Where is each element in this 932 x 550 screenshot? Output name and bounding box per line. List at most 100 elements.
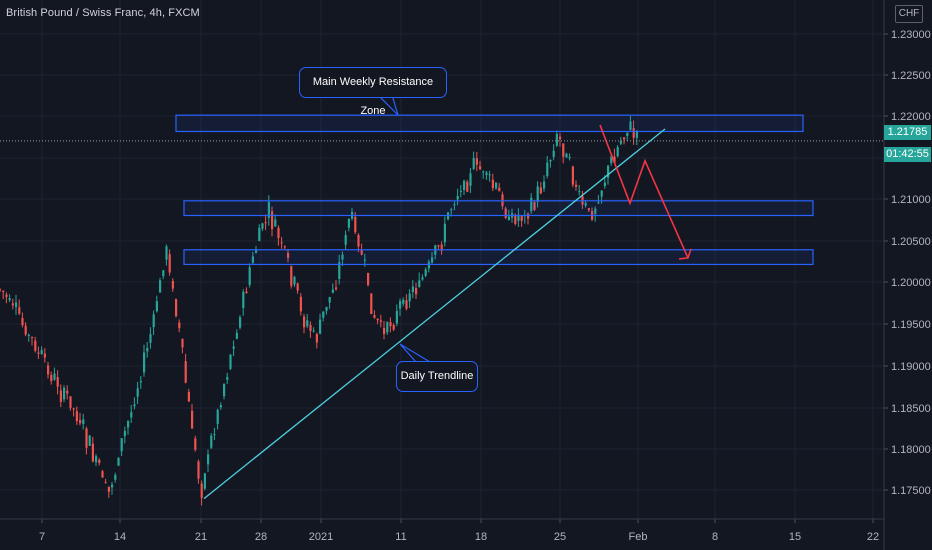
candle-body: [546, 162, 549, 177]
candle-body: [440, 244, 443, 251]
candle-body: [287, 252, 290, 258]
candle-body: [258, 227, 261, 242]
candle-body: [136, 388, 139, 397]
candle-body: [168, 254, 171, 273]
candle-body: [443, 223, 446, 243]
candle-body: [139, 381, 142, 383]
candle-body: [261, 223, 264, 229]
x-tick-label: 8: [712, 531, 718, 543]
candle-body: [597, 202, 600, 204]
chart-title: British Pound / Swiss Franc, 4h, FXCM: [6, 7, 200, 19]
candle-body: [354, 216, 357, 233]
candle-body: [306, 320, 309, 327]
candle-body: [533, 202, 536, 210]
candle-body: [386, 322, 389, 333]
candle-body: [175, 299, 178, 317]
candle-body: [123, 431, 126, 437]
candle-body: [347, 218, 350, 228]
candle-body: [373, 315, 376, 318]
candle-body: [82, 419, 85, 424]
candle-body: [242, 291, 245, 308]
candle-body: [600, 190, 603, 197]
candle-body: [463, 180, 466, 190]
zone-support_1[interactable]: [183, 200, 814, 217]
candle-body: [194, 438, 197, 450]
candle-body: [603, 182, 606, 187]
projection[interactable]: [599, 124, 692, 260]
candle-body: [95, 456, 98, 463]
candle-body: [299, 296, 302, 312]
grid: [0, 0, 884, 519]
candle-body: [488, 174, 491, 176]
zone-resistance[interactable]: [175, 114, 804, 133]
trendline[interactable]: [203, 128, 666, 500]
candle-body: [607, 165, 610, 178]
candle-body: [213, 434, 216, 436]
candle-body: [335, 287, 338, 289]
candle-body: [498, 187, 501, 192]
candle-body: [104, 482, 107, 484]
candle-body: [120, 438, 123, 452]
candle-body: [344, 235, 347, 245]
candle-body: [239, 317, 242, 328]
candle-body: [171, 280, 174, 289]
projection-arrowhead: [678, 248, 692, 260]
candle-body: [543, 181, 546, 189]
resistance-callout[interactable]: Main Weekly Resistance Zone: [299, 67, 447, 117]
candle-body: [475, 158, 478, 165]
candle-body: [79, 420, 82, 424]
trendline-callout-pointer: [399, 343, 433, 363]
x-tick-label: 7: [39, 531, 45, 543]
trendline-line[interactable]: [203, 128, 666, 500]
candle-body: [629, 121, 632, 130]
candle-body: [363, 259, 366, 261]
candle-body: [466, 181, 469, 192]
candle-body: [15, 302, 18, 308]
candle-body: [53, 373, 56, 380]
currency-button[interactable]: CHF: [895, 5, 923, 23]
candle-body: [203, 473, 206, 489]
candle-body: [587, 208, 590, 211]
candle-body: [56, 377, 59, 387]
candle-body: [495, 182, 498, 189]
candle-body: [530, 197, 533, 212]
candle-body: [251, 256, 254, 263]
candle-body: [162, 270, 165, 277]
zones[interactable]: [175, 114, 814, 266]
candle-body: [155, 301, 158, 312]
candle-body: [331, 289, 334, 293]
candle-body: [539, 187, 542, 194]
zone-support_2[interactable]: [183, 249, 814, 266]
candle-body: [507, 216, 510, 220]
candle-body: [578, 191, 581, 193]
x-tick-label: 25: [554, 531, 566, 543]
y-tick-label: 1.23000: [891, 29, 931, 41]
candle-body: [315, 334, 318, 343]
candle-body: [472, 157, 475, 169]
candle-body: [594, 208, 597, 214]
y-tick-label: 1.22500: [891, 70, 931, 82]
candle-body: [66, 390, 69, 394]
candle-body: [69, 396, 72, 408]
trendline-callout[interactable]: Daily Trendline: [396, 361, 478, 392]
candle-body: [431, 257, 434, 263]
candle-body: [21, 317, 24, 326]
candle-body: [575, 184, 578, 187]
candle-body: [24, 325, 27, 335]
candle-body: [328, 296, 331, 303]
candle-body: [143, 352, 146, 373]
candle-body: [312, 330, 315, 332]
candle-body: [555, 133, 558, 146]
candle-body: [623, 137, 626, 140]
candle-body: [415, 288, 418, 295]
candle-body: [536, 186, 539, 202]
y-tick-label: 1.19000: [891, 361, 931, 373]
candle-body: [59, 390, 62, 402]
candle-body: [149, 334, 152, 343]
candle-body: [264, 222, 267, 224]
candle-body: [552, 150, 555, 157]
candle-body: [293, 276, 296, 285]
candle-body: [219, 405, 222, 408]
